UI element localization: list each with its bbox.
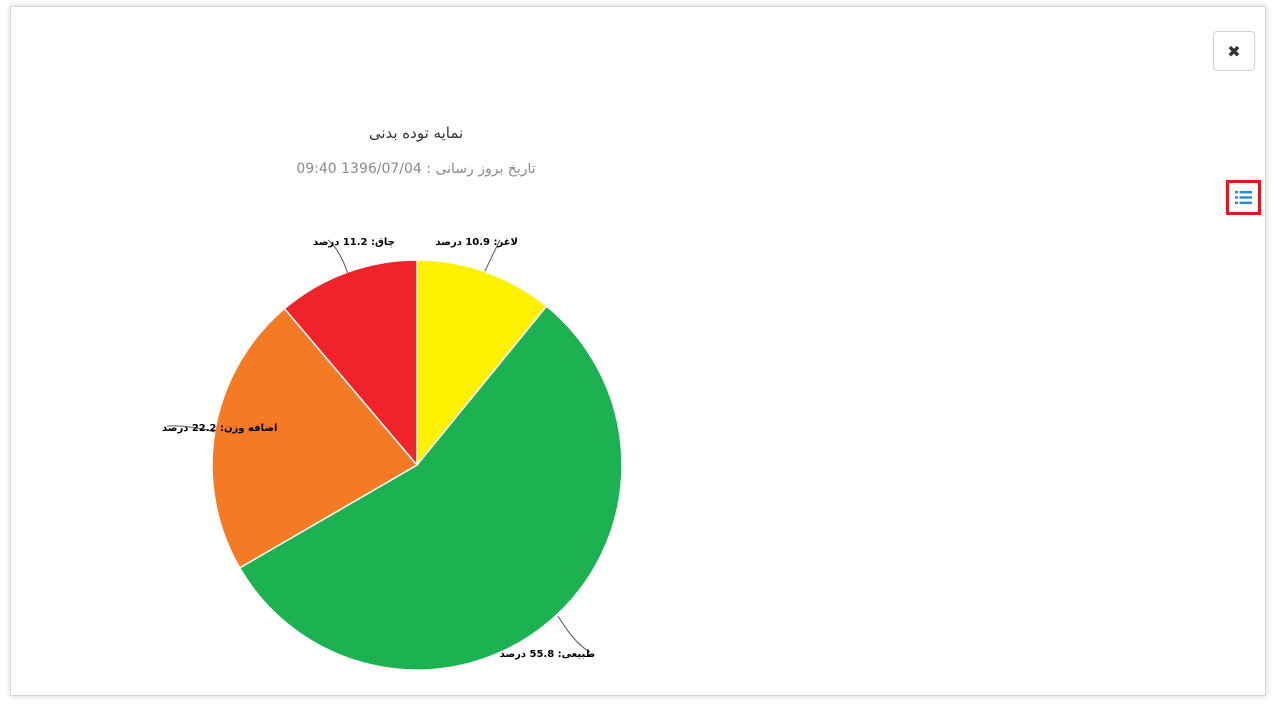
menu-list-icon	[1235, 191, 1252, 204]
close-icon: ✖	[1227, 41, 1241, 61]
data-label: طبیعی: 55.8 درصد	[500, 649, 595, 660]
data-label: اضافه وزن: 22.2 درصد	[162, 423, 277, 434]
label-connector	[484, 239, 501, 272]
data-label: لاغر: 10.9 درصد	[436, 237, 518, 248]
pie-slice[interactable]	[283, 259, 418, 466]
data-label: چاق: 11.2 درصد	[313, 237, 395, 248]
close-button[interactable]: ✖	[1213, 31, 1255, 71]
label-connector	[327, 239, 349, 275]
label-connector	[166, 425, 216, 433]
chart-modal	[10, 6, 1266, 696]
chart-subtitle: تاریخ بروز رسانی : 1396/07/04 09:40	[296, 161, 536, 177]
label-connector	[557, 615, 591, 653]
pie-slice[interactable]	[416, 259, 548, 466]
pie-slice[interactable]	[238, 305, 623, 671]
chart-title: نمایه توده بدنی	[368, 124, 464, 142]
chart-menu-button[interactable]	[1226, 180, 1261, 215]
pie-slice[interactable]	[211, 307, 418, 569]
